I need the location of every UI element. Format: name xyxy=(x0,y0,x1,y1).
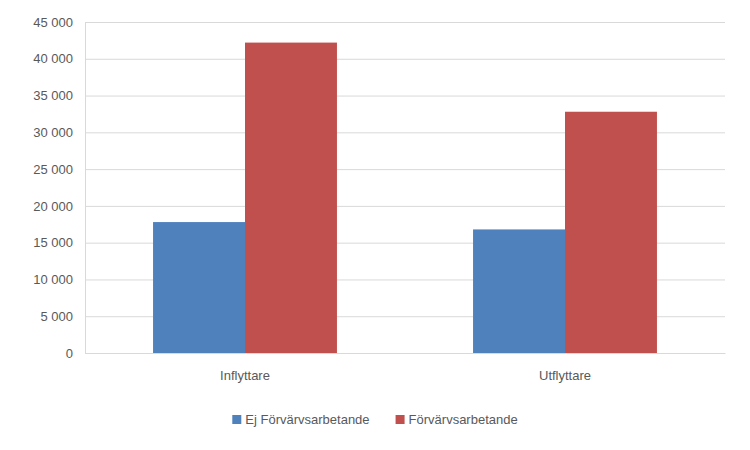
series xyxy=(153,222,565,353)
x-tick: Inflyttare xyxy=(220,353,270,383)
x-tick-label: Inflyttare xyxy=(220,368,270,383)
x-axis: Inflyttare Utflyttare xyxy=(86,353,726,383)
y-tick: 45 000 xyxy=(33,15,725,30)
y-tick-label: 25 000 xyxy=(33,162,73,177)
bars xyxy=(153,43,657,353)
legend-label: Förvärvsarbetande xyxy=(409,412,518,427)
y-tick-label: 30 000 xyxy=(33,125,73,140)
legend: Ej Förvärvsarbetande Förvärvsarbetande xyxy=(232,412,517,427)
x-tick: Utflyttare xyxy=(539,353,591,383)
legend-item: Förvärvsarbetande xyxy=(396,412,518,427)
chart: 0 5 000 10 000 15 000 20 000 25 000 30 000 35 0… xyxy=(0,0,750,450)
y-tick-label: 40 000 xyxy=(33,51,73,66)
series xyxy=(245,43,657,353)
grid-line xyxy=(85,22,725,23)
legend-item: Ej Förvärvsarbetande xyxy=(232,412,369,427)
y-tick-label: 35 000 xyxy=(33,88,73,103)
y-tick: 35 000 xyxy=(33,88,725,103)
y-tick-label: 45 000 xyxy=(33,15,73,30)
legend-swatch xyxy=(232,415,241,424)
grid-line xyxy=(85,59,725,60)
x-axis-line xyxy=(86,353,726,354)
legend-label: Ej Förvärvsarbetande xyxy=(245,412,369,427)
y-tick-label: 15 000 xyxy=(33,235,73,250)
y-tick: 40 000 xyxy=(33,51,725,66)
grid-line xyxy=(85,96,725,97)
y-tick-label: 0 xyxy=(66,346,73,361)
y-axis: 0 5 000 10 000 15 000 20 000 25 000 30 000 35 0… xyxy=(33,15,725,361)
y-tick-label: 5 000 xyxy=(40,309,73,324)
bar xyxy=(153,222,245,353)
x-tick-label: Utflyttare xyxy=(539,368,591,383)
y-tick-label: 10 000 xyxy=(33,272,73,287)
grid-line xyxy=(85,353,725,354)
plot-area: 0 5 000 10 000 15 000 20 000 25 000 30 000 35 0… xyxy=(33,15,725,384)
bar xyxy=(473,229,565,353)
y-axis-line xyxy=(85,23,86,354)
legend-swatch xyxy=(396,415,405,424)
bar xyxy=(245,43,337,353)
y-tick-label: 20 000 xyxy=(33,199,73,214)
bar xyxy=(565,112,657,353)
